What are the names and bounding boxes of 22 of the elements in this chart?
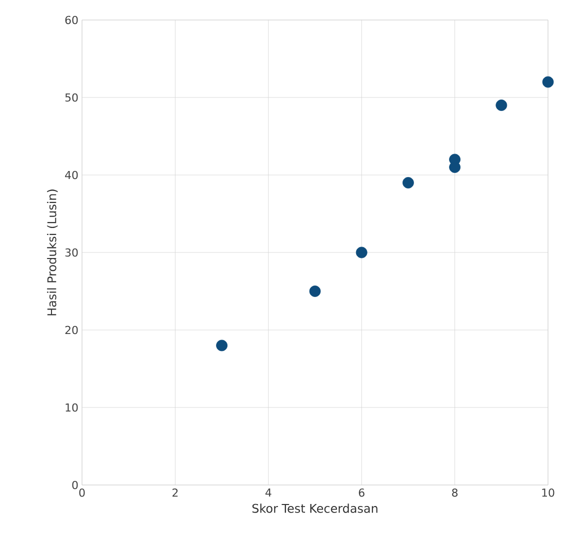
- y-tick-label: 60: [65, 16, 78, 24]
- x-tick-label: 0: [79, 488, 85, 497]
- y-tick-label: 20: [65, 326, 78, 334]
- y-tick-label: 30: [65, 248, 78, 257]
- point: [496, 100, 508, 111]
- x-axis-title: Skor Test Kecerdasan: [252, 504, 378, 513]
- point: [309, 286, 321, 297]
- point: [542, 76, 554, 88]
- x-tick-label: 6: [358, 488, 364, 497]
- point: [402, 177, 414, 188]
- y-tick-label: 50: [65, 93, 78, 102]
- y-axis-title: Hasil Produksi (Lusin): [47, 190, 58, 316]
- x-tick-label: 2: [172, 488, 178, 497]
- point: [449, 162, 461, 173]
- point: [356, 246, 368, 258]
- y-tick-label: 40: [65, 170, 78, 180]
- x-tick-label: 8: [452, 488, 458, 497]
- x-tick-label: 4: [265, 488, 272, 496]
- point: [216, 340, 228, 352]
- x-tick-label: 10: [542, 488, 554, 497]
- y-tick-label: 10: [66, 403, 78, 412]
- y-tick-label: 0: [72, 480, 78, 490]
